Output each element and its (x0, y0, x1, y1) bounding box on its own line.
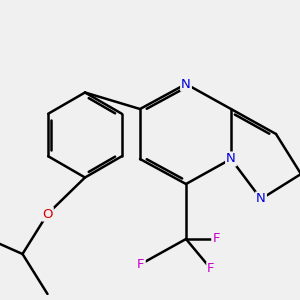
Text: N: N (181, 77, 191, 91)
Text: N: N (256, 193, 266, 206)
Text: F: F (137, 257, 145, 271)
Text: F: F (212, 232, 220, 245)
Text: F: F (207, 262, 215, 275)
Text: O: O (42, 208, 53, 220)
Text: N: N (226, 152, 236, 166)
